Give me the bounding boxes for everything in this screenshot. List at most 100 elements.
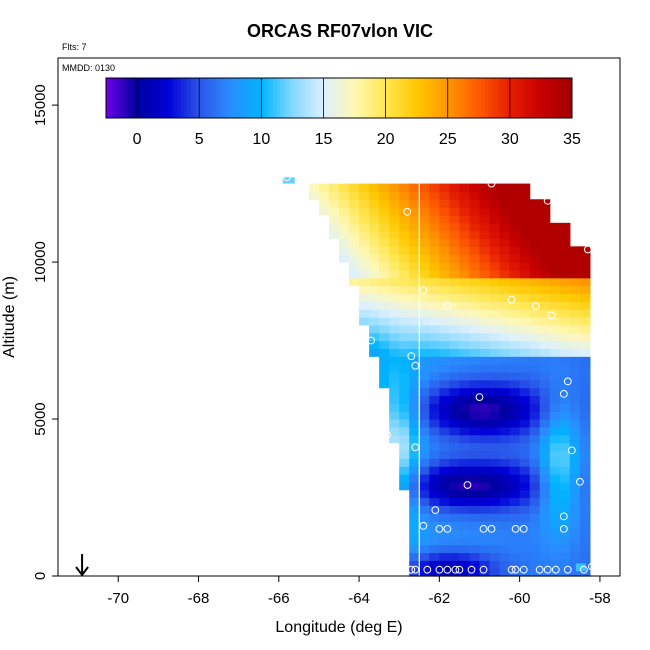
colorbar-segment (320, 78, 324, 118)
y-tick-label: 0 (32, 572, 49, 580)
heatmap-cell (529, 364, 541, 373)
colorbar-tick-label: 15 (315, 131, 333, 148)
heatmap-cell (419, 560, 430, 569)
heatmap-cell (489, 277, 501, 287)
colorbar-segment (121, 78, 126, 118)
heatmap-cell (359, 262, 370, 271)
heatmap-cell (389, 207, 400, 216)
heatmap-cell (399, 450, 410, 459)
heatmap-cell (439, 332, 450, 342)
heatmap-cell (419, 262, 430, 271)
heatmap-cell (449, 293, 461, 302)
heatmap-cell (519, 489, 531, 499)
heatmap-cell (519, 301, 531, 310)
y-tick-label: 10000 (32, 241, 49, 283)
heatmap-cell (509, 403, 521, 412)
heatmap-cell (449, 364, 461, 373)
heatmap-cell (409, 191, 420, 200)
heatmap-cell (509, 450, 521, 459)
heatmap-cell (419, 528, 430, 538)
x-tick-label: -66 (268, 590, 290, 607)
heatmap-cell (499, 505, 511, 514)
heatmap-cell (439, 481, 450, 491)
heatmap-cell (379, 246, 390, 255)
heatmap-cell (509, 544, 521, 554)
heatmap-cell (479, 222, 491, 232)
heatmap-cell (499, 426, 511, 436)
heatmap-cell (409, 324, 420, 334)
heatmap-cell (579, 262, 591, 271)
heatmap-cell (499, 356, 511, 365)
heatmap-cell (459, 364, 471, 373)
heatmap-cell (459, 285, 471, 295)
heatmap-cell (509, 426, 521, 436)
heatmap-cell (429, 269, 440, 279)
heatmap-cell (419, 191, 430, 200)
heatmap-cell (489, 285, 501, 295)
heatmap-cell (539, 332, 551, 342)
heatmap-cell (529, 544, 541, 554)
heatmap-cell (389, 387, 400, 397)
colorbar-segment (528, 78, 533, 118)
heatmap-cell (459, 199, 471, 208)
heatmap-cell (359, 191, 370, 200)
heatmap-cell (499, 230, 511, 240)
heatmap-cell (459, 450, 471, 459)
heatmap-cell (529, 269, 541, 279)
heatmap-cell (349, 254, 360, 263)
heatmap-cell (419, 513, 430, 522)
heatmap-cell (429, 364, 440, 373)
heatmap-cell (419, 301, 430, 310)
heatmap-cell (479, 442, 491, 452)
heatmap-cell (509, 332, 521, 342)
heatmap-cell (549, 356, 561, 365)
heatmap-cell (419, 356, 430, 365)
heatmap-cell (549, 317, 561, 326)
heatmap-cell (509, 458, 521, 467)
heatmap-cell (449, 183, 461, 193)
heatmap-cell (499, 324, 511, 334)
heatmap-cell (489, 230, 501, 240)
heatmap-cell (579, 419, 591, 428)
heatmap-cell (469, 364, 481, 373)
heatmap-cell (519, 450, 531, 459)
heatmap-cell (479, 371, 491, 381)
observation-point (563, 565, 572, 574)
colorbar-segment (289, 78, 293, 118)
observation-point (543, 196, 552, 205)
heatmap-cell (409, 513, 420, 522)
colorbar-segment (199, 78, 203, 118)
heatmap-cell (459, 560, 471, 569)
heatmap-cell (399, 356, 410, 365)
heatmap-cell (469, 434, 481, 444)
heatmap-cell (549, 473, 561, 483)
heatmap-cell (459, 332, 471, 342)
colorbar-segment (248, 78, 253, 118)
colorbar-segment (435, 78, 439, 118)
heatmap-cell (559, 403, 571, 412)
heatmap-cell (499, 191, 511, 200)
heatmap-cell (539, 481, 551, 491)
heatmap-cell (439, 505, 450, 514)
heatmap-cell (479, 513, 491, 522)
heatmap-cell (509, 309, 521, 318)
heatmap-cell (579, 521, 591, 530)
observation-point (435, 565, 444, 574)
heatmap-cell (559, 442, 571, 452)
heatmap-cell (429, 324, 440, 334)
heatmap-cell (429, 246, 440, 255)
heatmap-cell (429, 183, 440, 193)
heatmap-cell (539, 301, 551, 310)
heatmap-cell (429, 207, 440, 216)
heatmap-cell (499, 434, 511, 444)
heatmap-cell (489, 395, 501, 404)
heatmap-cell (459, 277, 471, 287)
heatmap-cell (569, 458, 581, 467)
heatmap-cell (369, 199, 380, 208)
colorbar-segment (370, 78, 374, 118)
heatmap-cell (479, 214, 491, 224)
colorbar-segment (544, 78, 548, 118)
heatmap-cell (539, 317, 551, 326)
colorbar-segment (478, 78, 483, 118)
